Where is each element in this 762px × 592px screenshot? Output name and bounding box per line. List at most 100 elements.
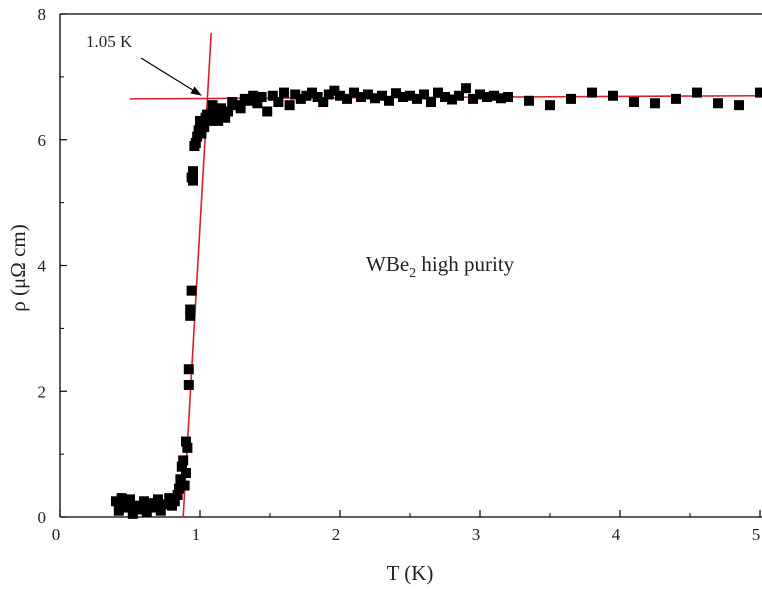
data-point (169, 496, 180, 507)
data-point (312, 91, 323, 102)
data-point (433, 87, 443, 98)
data-point (363, 89, 373, 100)
y-tick-label: 8 (38, 5, 47, 24)
x-tick-label: 1 (192, 525, 201, 544)
data-point (377, 90, 387, 101)
data-point (496, 93, 506, 104)
data-point (468, 93, 478, 104)
y-tick-label: 6 (38, 131, 47, 150)
transition-temperature-label: 1.05 K (86, 32, 133, 51)
data-point (489, 90, 499, 101)
data-point (713, 98, 723, 109)
data-point (179, 480, 190, 491)
ticks: 0 1 2 3 4 5 0 2 4 6 8 (38, 5, 761, 544)
data-point (335, 90, 345, 101)
data-points (111, 83, 762, 519)
data-point (153, 494, 163, 505)
data-point (116, 493, 127, 504)
data-point (349, 87, 359, 98)
data-point (160, 499, 170, 510)
data-point (188, 175, 198, 186)
data-point (113, 505, 124, 516)
data-point (262, 106, 273, 117)
x-axis-label: T (K) (387, 561, 434, 585)
data-point (185, 304, 196, 315)
annotation-arrowhead (190, 86, 202, 96)
data-point (461, 83, 471, 94)
sample-label-subscript: 2 (409, 266, 416, 281)
data-point (111, 496, 121, 507)
data-point (323, 89, 334, 100)
data-point (650, 98, 660, 109)
data-point (629, 97, 639, 108)
data-point (235, 103, 246, 114)
data-point (186, 285, 197, 296)
data-point (181, 467, 191, 478)
x-tick-label: 4 (612, 525, 621, 544)
data-point (734, 100, 744, 111)
data-point (223, 106, 233, 117)
data-point (122, 499, 133, 510)
data-point (176, 461, 187, 472)
data-point (172, 489, 183, 500)
data-point (318, 97, 329, 108)
data-point (398, 91, 408, 102)
data-point (419, 89, 429, 100)
data-point (150, 502, 161, 513)
data-point (671, 93, 681, 104)
data-point (216, 103, 226, 114)
data-point (307, 87, 317, 98)
sample-label-main: WBe (366, 252, 409, 276)
data-point (587, 87, 597, 98)
data-point (185, 310, 196, 321)
data-point (342, 93, 352, 104)
sample-label-rest: high purity (416, 252, 514, 276)
data-point (267, 90, 278, 101)
y-tick-label: 2 (38, 382, 47, 401)
data-point (175, 474, 186, 485)
data-point (182, 442, 193, 453)
data-point (164, 493, 175, 504)
data-point (301, 90, 312, 101)
x-tick-label: 2 (332, 525, 341, 544)
data-point (139, 496, 149, 507)
data-point (356, 91, 366, 102)
data-point (440, 91, 450, 102)
data-point (608, 90, 618, 101)
data-point (244, 95, 254, 106)
data-point (692, 87, 702, 98)
data-point (199, 122, 210, 133)
data-point (125, 494, 135, 505)
data-point (210, 106, 221, 117)
annotation: 1.05 K (86, 32, 202, 96)
data-point (426, 97, 436, 108)
data-point (454, 90, 464, 101)
data-point (202, 109, 212, 120)
data-point (482, 91, 492, 102)
data-point (252, 98, 263, 109)
data-point (183, 364, 194, 375)
annotation-arrow (140, 57, 195, 92)
data-point (412, 93, 422, 104)
data-point (207, 100, 218, 111)
data-point (181, 436, 191, 447)
data-point (248, 90, 259, 101)
data-point (256, 91, 267, 102)
data-point (475, 89, 485, 100)
data-point (188, 166, 198, 177)
data-point (127, 508, 138, 519)
data-point (524, 95, 534, 106)
data-point (204, 115, 215, 126)
data-point (220, 112, 231, 123)
x-tick-label: 3 (472, 525, 481, 544)
data-point (384, 95, 394, 106)
data-point (273, 97, 284, 108)
x-tick-label: 5 (752, 525, 761, 544)
data-point (503, 91, 513, 102)
data-point (183, 379, 194, 390)
data-point (447, 94, 457, 105)
data-point (136, 504, 147, 515)
data-point (178, 455, 189, 466)
y-axis-label: ρ (μΩ cm) (6, 224, 30, 312)
